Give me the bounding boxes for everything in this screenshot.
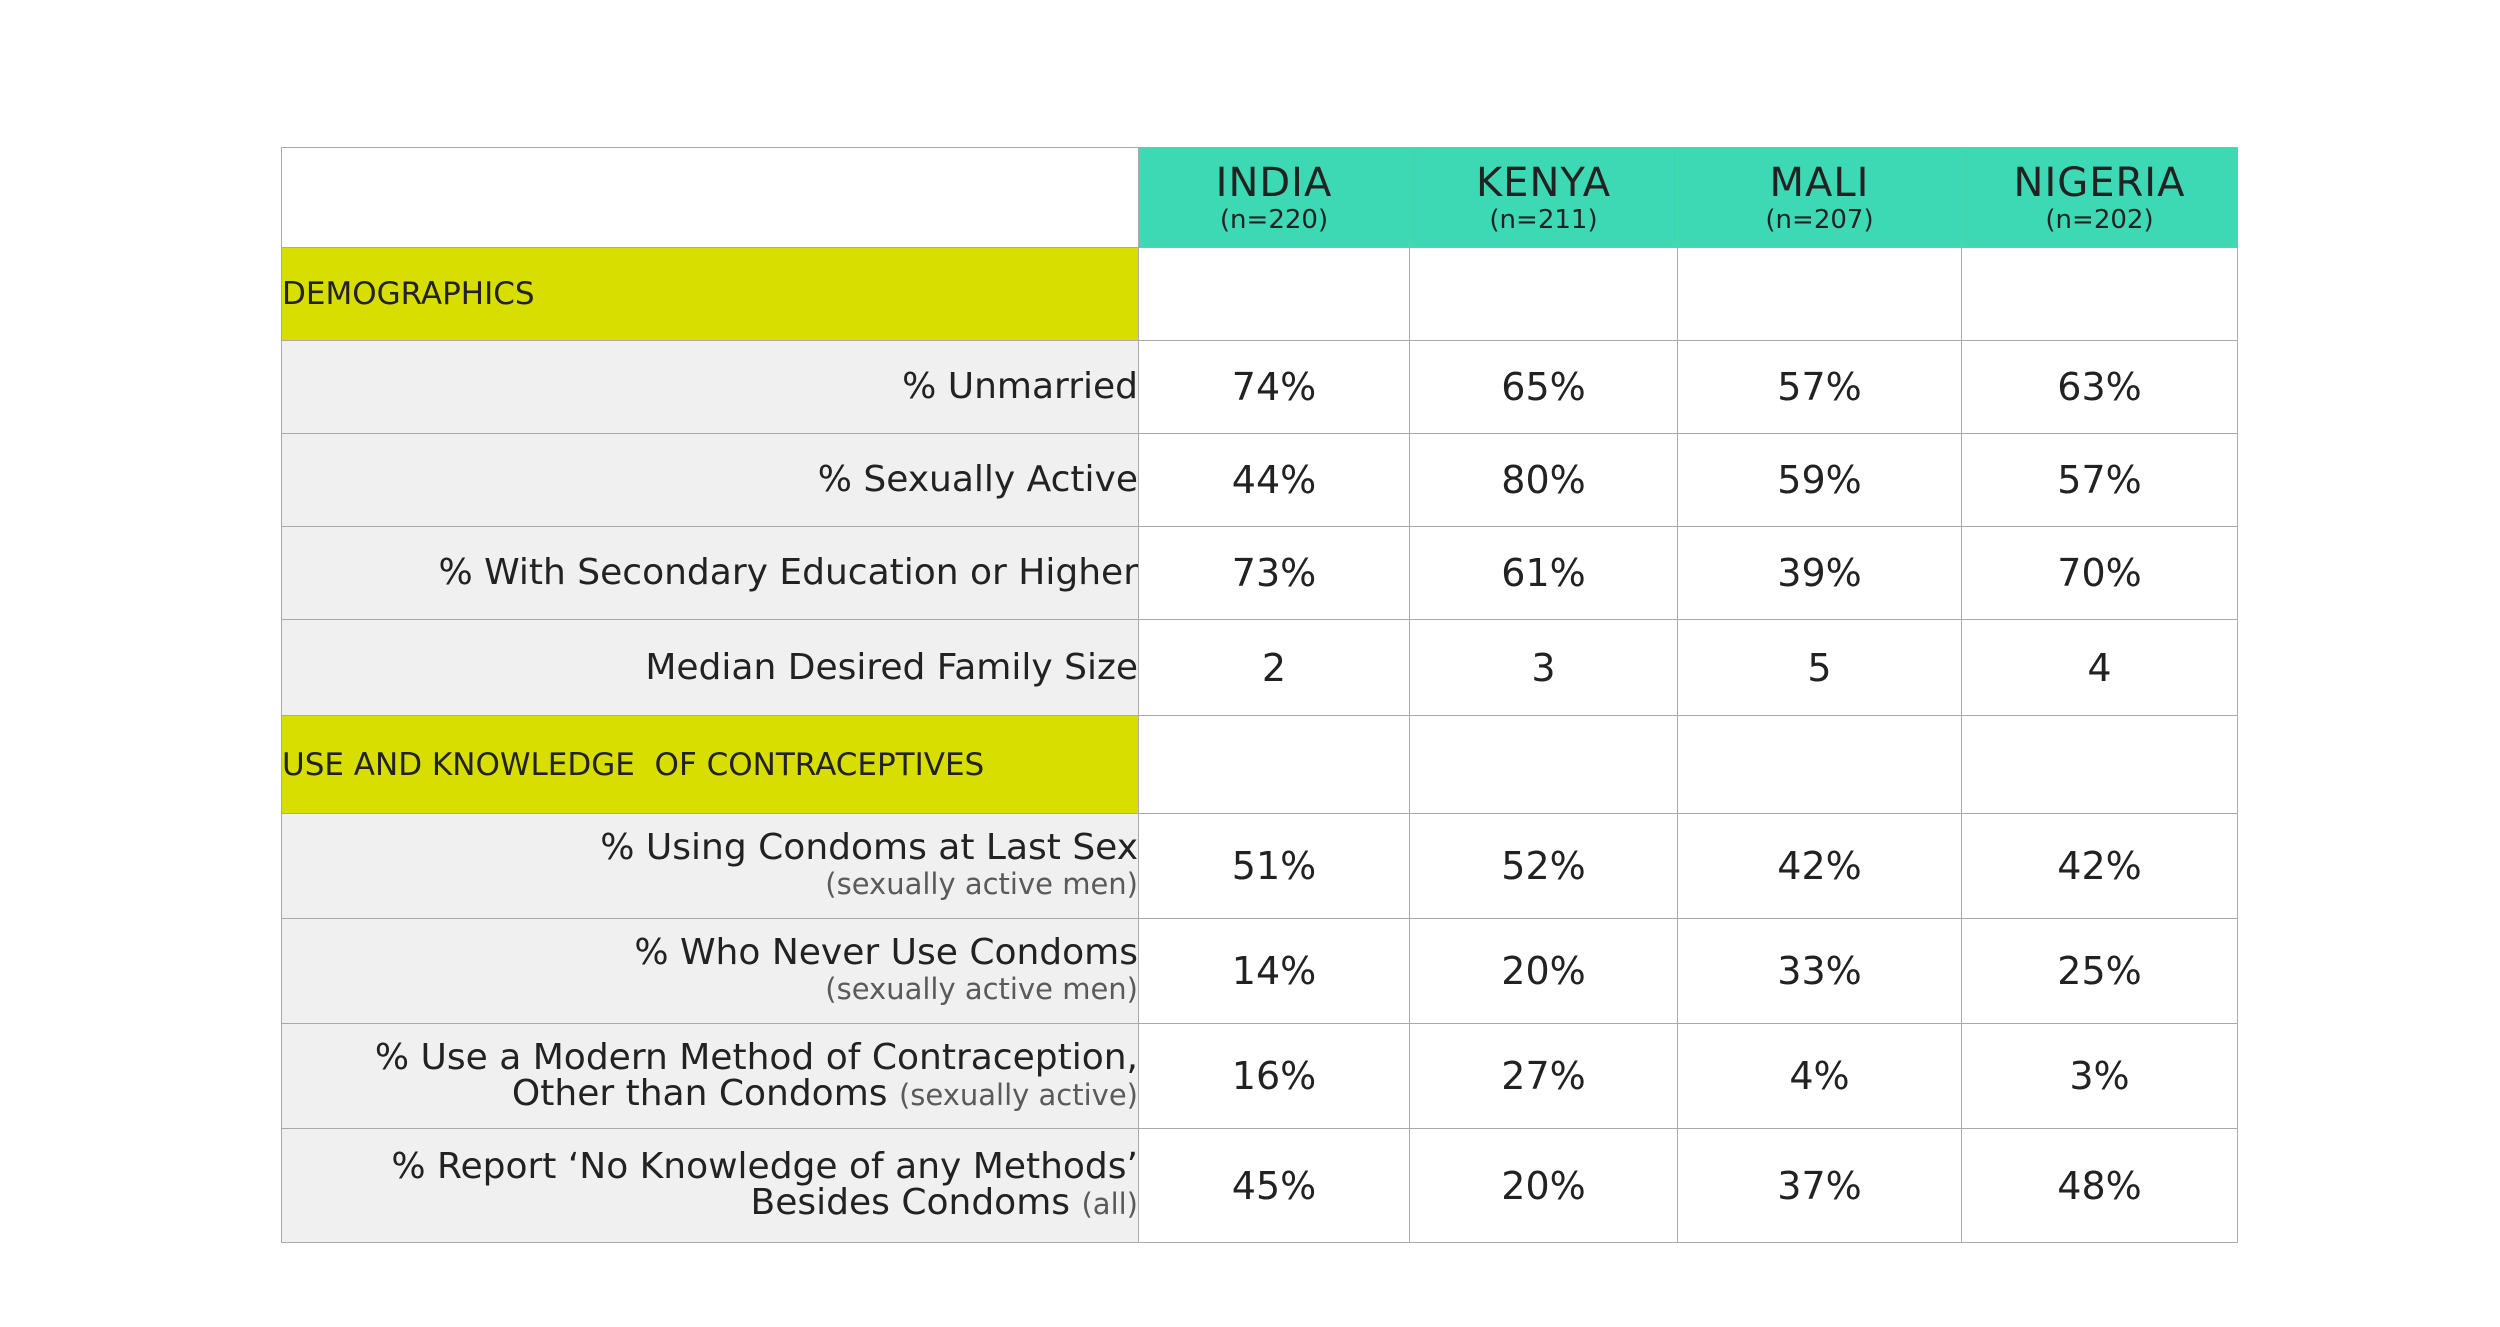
table-cell: 42% [1677,813,1962,919]
table-row: % Using Condoms at Last Sex (sexually ac… [281,813,2238,919]
empty-cell [1677,247,1962,341]
table-cell: 80% [1409,433,1678,527]
table-cell: 65% [1409,340,1678,434]
row-label: % Who Never Use Condoms (sexually active… [281,918,1139,1024]
row-label-text: % With Secondary Education or Higher [438,552,1138,593]
table-cell: 74% [1138,340,1410,434]
section-row-demographics: DEMOGRAPHICS [281,247,2238,341]
row-label: % Unmarried [281,340,1139,434]
table-row: % Who Never Use Condoms (sexually active… [281,918,2238,1024]
row-label-note: (sexually active men) [825,867,1138,901]
header-kenya: KENYA (n=211) [1409,147,1678,248]
table-cell: 14% [1138,918,1410,1024]
section-row-contraceptives: USE AND KNOWLEDGE OF CONTRACEPTIVES [281,715,2238,814]
table-cell: 25% [1961,918,2238,1024]
table-row: % Unmarried 74% 65% 57% 63% [281,340,2238,434]
corner-cell [281,147,1139,248]
row-label-text: Median Desired Family Size [645,646,1138,688]
row-label: % Use a Modern Method of Contraception, … [281,1023,1139,1129]
row-label-line2: Other than Condoms (sexually active) [282,1072,1138,1114]
section-title: USE AND KNOWLEDGE OF CONTRACEPTIVES [281,715,1139,814]
sample-size: (n=220) [1219,204,1329,235]
table-cell: 63% [1961,340,2238,434]
country-name: MALI [1769,159,1870,206]
empty-cell [1138,715,1410,814]
country-name: INDIA [1215,159,1333,206]
empty-cell [1677,715,1962,814]
row-label-text: % Report ‘No Knowledge of any Methods’ [391,1146,1138,1187]
section-title: DEMOGRAPHICS [281,247,1139,341]
table-cell: 59% [1677,433,1962,527]
row-label-text: % Using Condoms at Last Sex [600,827,1138,868]
row-label: % With Secondary Education or Higher [281,526,1139,620]
table-cell: 57% [1961,433,2238,527]
row-label-note: (sexually active) [898,1077,1138,1112]
table-cell: 33% [1677,918,1962,1024]
table-cell: 51% [1138,813,1410,919]
row-label-text: % Unmarried [902,366,1138,407]
table-cell: 20% [1409,918,1678,1024]
table-cell: 52% [1409,813,1678,919]
sample-size: (n=211) [1489,204,1598,235]
empty-cell [1409,715,1678,814]
row-label-note: (all) [1081,1187,1138,1221]
table-cell: 48% [1961,1128,2238,1243]
table-cell: 2 [1138,619,1410,716]
table-cell: 3 [1409,619,1678,716]
table-row: Median Desired Family Size 2 3 5 4 [281,619,2238,716]
row-label-text-2: Other than Condoms [511,1072,888,1114]
row-label: % Report ‘No Knowledge of any Methods’ B… [281,1128,1139,1243]
header-nigeria: NIGERIA (n=202) [1961,147,2238,248]
table-cell: 4 [1961,619,2238,716]
table-cell: 57% [1677,340,1962,434]
table-row: % With Secondary Education or Higher 73%… [281,526,2238,620]
country-name: KENYA [1475,159,1612,206]
empty-cell [1409,247,1678,341]
sample-size: (n=207) [1765,204,1874,235]
table-cell: 39% [1677,526,1962,620]
data-table: INDIA (n=220) KENYA (n=211) MALI (n=207)… [281,147,2238,1243]
row-label: % Sexually Active [281,433,1139,527]
row-label: % Using Condoms at Last Sex (sexually ac… [281,813,1139,919]
empty-cell [1961,247,2238,341]
country-name: NIGERIA [2013,159,2186,206]
row-label-text: % Use a Modern Method of Contraception, [374,1036,1138,1078]
header-mali: MALI (n=207) [1677,147,1962,248]
header-india: INDIA (n=220) [1138,147,1410,248]
table-cell: 27% [1409,1023,1678,1129]
table-row: % Sexually Active 44% 80% 59% 57% [281,433,2238,527]
table-cell: 61% [1409,526,1678,620]
row-label-line2: Besides Condoms (all) [282,1185,1138,1222]
row-label-text-2: Besides Condoms [750,1182,1071,1223]
row-label-text: % Who Never Use Condoms [634,932,1138,973]
table-cell: 16% [1138,1023,1410,1129]
row-label-note: (sexually active men) [825,972,1138,1006]
table-cell: 4% [1677,1023,1962,1129]
table-cell: 44% [1138,433,1410,527]
table-cell: 70% [1961,526,2238,620]
table-cell: 20% [1409,1128,1678,1243]
table-cell: 73% [1138,526,1410,620]
empty-cell [1961,715,2238,814]
table-cell: 37% [1677,1128,1962,1243]
table-row: % Use a Modern Method of Contraception, … [281,1023,2238,1129]
table-cell: 42% [1961,813,2238,919]
row-label: Median Desired Family Size [281,619,1139,716]
sample-size: (n=202) [2045,204,2154,235]
table-cell: 3% [1961,1023,2238,1129]
table-row: % Report ‘No Knowledge of any Methods’ B… [281,1128,2238,1243]
row-label-text: % Sexually Active [817,459,1138,500]
table-cell: 45% [1138,1128,1410,1243]
header-row: INDIA (n=220) KENYA (n=211) MALI (n=207)… [281,147,2238,248]
table-cell: 5 [1677,619,1962,716]
empty-cell [1138,247,1410,341]
